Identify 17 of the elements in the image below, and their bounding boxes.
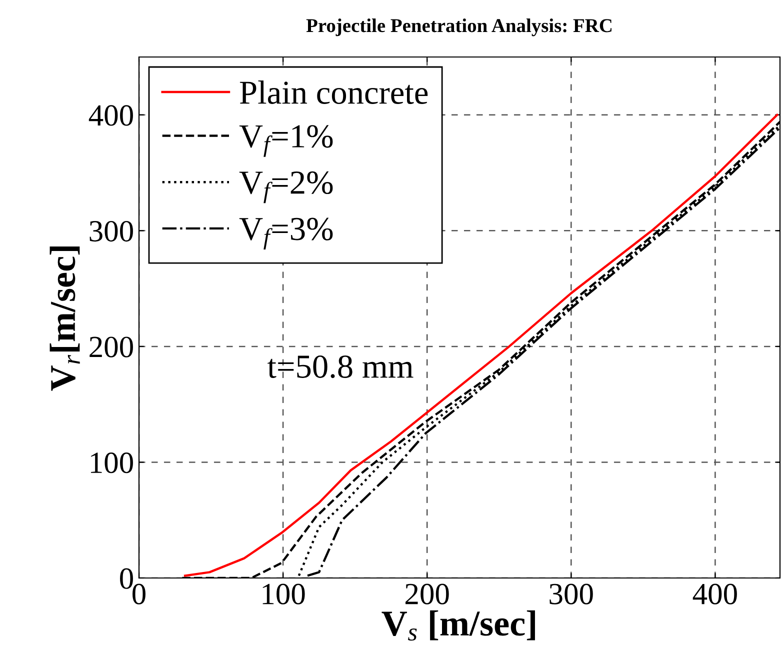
legend-label: V$_{f}$=1%	[239, 125, 333, 157]
x-axis-title: V$_{s}$ [m/sec]	[382, 610, 535, 641]
chart-title: Projectile Penetration Analysis: FRC	[306, 18, 612, 36]
y-tick-label: 100	[90, 452, 133, 474]
y-tick-label: 400	[88, 105, 133, 126]
x-tick-label: 100	[262, 584, 305, 604]
x-tick-label: 400	[692, 584, 737, 604]
x-tick-label: 200	[406, 584, 449, 604]
legend-label: V$_{f}$=2%	[239, 171, 333, 204]
y-tick-label: 300	[90, 220, 133, 242]
y-axis-title: V$_{r}$[m/sec]	[50, 246, 80, 391]
y-tick-label: 0	[120, 568, 133, 589]
y-tick-label: 200	[90, 336, 133, 358]
legend-label: V$_{f}$=3%	[239, 218, 333, 250]
legend-label: Plain concrete	[240, 80, 428, 104]
annotation: t=50.8 mm	[268, 355, 414, 378]
x-tick-label: 300	[550, 584, 593, 604]
